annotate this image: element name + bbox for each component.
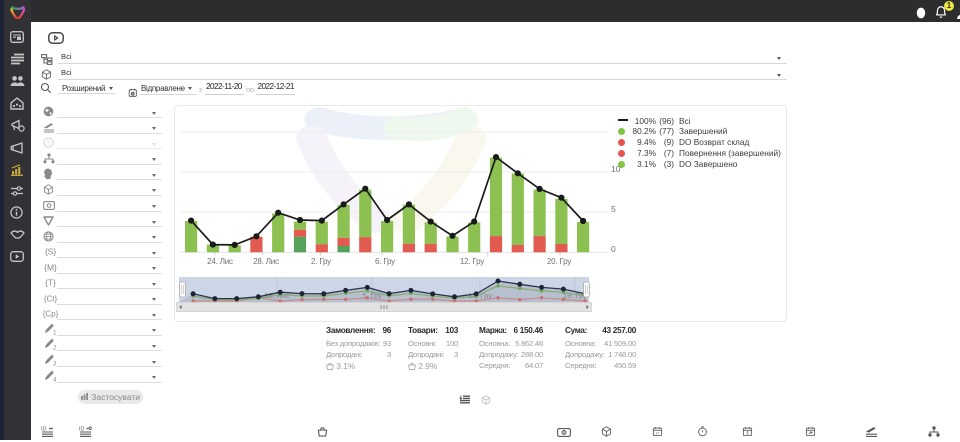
svg-text:{Ct}: {Ct} [43,294,57,303]
svg-text:ID: ID [79,427,85,433]
svg-text:3: 3 [53,360,56,366]
svg-text:0: 0 [611,244,616,254]
svg-text:5. Гру: 5. Гру [362,291,382,300]
svg-text:{M}: {M} [44,262,57,272]
svg-text:2. Гру: 2. Гру [311,257,331,266]
svg-text:{Cp}: {Cp} [43,310,58,319]
svg-text:19. Гру: 19. Гру [563,291,587,300]
svg-text:ID: ID [41,427,47,433]
svg-text:{S}: {S} [44,247,56,257]
svg-text:17: 17 [655,431,659,435]
svg-text:10: 10 [611,164,621,174]
svg-text:?: ? [46,140,50,147]
svg-text:$: $ [746,430,749,435]
svg-text:20. Гру: 20. Гру [547,257,571,266]
svg-text:5: 5 [611,204,616,214]
svg-text:4: 4 [53,376,56,382]
svg-text:6. Гру: 6. Гру [375,257,395,266]
svg-text:24. Лис: 24. Лис [207,257,233,266]
svg-text:12. Гру: 12. Гру [468,291,492,300]
svg-text:12. Гру: 12. Гру [460,257,484,266]
svg-text:1: 1 [53,329,56,335]
svg-text:{T}: {T} [45,278,56,288]
svg-text:2: 2 [53,345,56,351]
svg-text:28. Лис: 28. Лис [253,257,279,266]
